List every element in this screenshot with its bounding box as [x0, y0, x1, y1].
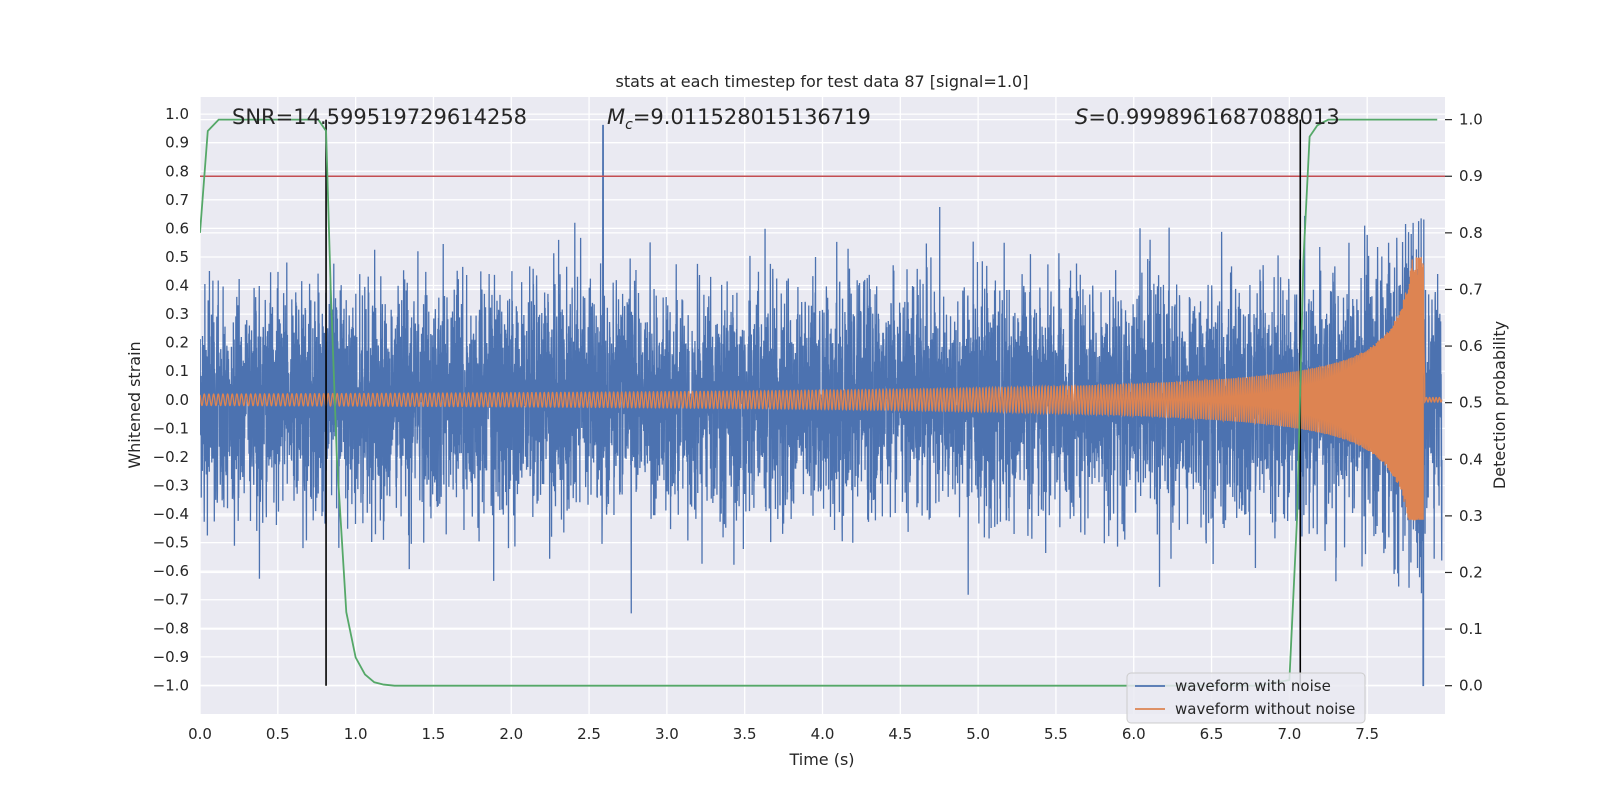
legend-box — [1126, 672, 1366, 724]
x-tick-label: 4.0 — [811, 725, 835, 743]
series-waveform-with-noise — [200, 124, 1443, 687]
x-tick-label: 0.5 — [266, 725, 290, 743]
y-tick-label: 0.0 — [165, 391, 189, 409]
y-tick-label: −0.9 — [153, 648, 189, 666]
y-axis-label: Whitened strain — [125, 341, 144, 468]
x-axis-ticks: 0.0 0.5 1.0 1.5 2.0 2.5 3.0 3.5 4.0 4.5 5.0 5.5 6.0 6… — [188, 725, 1379, 743]
y-tick-label: −0.2 — [153, 448, 189, 466]
y-tick-label: 0.6 — [165, 219, 189, 237]
y-tick-label: 0.4 — [165, 277, 189, 295]
x-axis-label: Time (s) — [788, 750, 854, 769]
y2-tick-label: 0.3 — [1459, 507, 1483, 525]
legend-label-noise: waveform with noise — [1175, 677, 1331, 695]
y-tick-label: 0.9 — [165, 134, 189, 152]
y-axis-ticks: 1.0 0.9 0.8 0.7 0.6 0.5 0.4 0.3 0.2 0.1 0.0 −0.1 −0.… — [153, 105, 189, 694]
y2-axis-ticks: 1.0 0.9 0.8 0.7 0.6 0.5 0.4 0.3 0.2 0.1 0.0 — [1445, 111, 1483, 695]
y2-tick-label: 0.4 — [1459, 450, 1483, 468]
y-tick-label: −0.5 — [153, 534, 189, 552]
y2-tick-label: 1.0 — [1459, 111, 1483, 129]
y-tick-label: −0.7 — [153, 591, 189, 609]
y2-tick-label: 0.9 — [1459, 167, 1483, 185]
series-waveform-without-noise — [200, 256, 1443, 521]
x-tick-label: 7.5 — [1355, 725, 1379, 743]
y2-tick-label: 0.0 — [1459, 677, 1483, 695]
x-tick-label: 1.0 — [344, 725, 368, 743]
y2-tick-label: 0.6 — [1459, 337, 1483, 355]
legend: waveform with noise waveform without noi… — [1126, 672, 1366, 724]
x-tick-label: 1.5 — [422, 725, 446, 743]
y-tick-label: 0.5 — [165, 248, 189, 266]
y-tick-label: −0.3 — [153, 476, 189, 494]
y2-axis-label: Detection probability — [1490, 321, 1509, 489]
y2-tick-label: 0.5 — [1459, 394, 1483, 412]
y-tick-label: −0.1 — [153, 419, 189, 437]
score-annotation: S=0.9998961687088013 — [1075, 105, 1340, 129]
legend-label-clean: waveform without noise — [1175, 700, 1355, 718]
x-tick-label: 0.0 — [188, 725, 212, 743]
y2-tick-label: 0.7 — [1459, 280, 1483, 298]
y-tick-label: 0.3 — [165, 305, 189, 323]
y-tick-label: 0.1 — [165, 362, 189, 380]
y-tick-label: −0.4 — [153, 505, 189, 523]
x-tick-label: 6.0 — [1122, 725, 1146, 743]
chirp-mass-symbol: M — [607, 105, 625, 129]
plot-area — [200, 118, 1445, 687]
y-tick-label: −0.6 — [153, 562, 189, 580]
x-tick-label: 4.5 — [888, 725, 912, 743]
y2-tick-label: 0.2 — [1459, 563, 1483, 581]
x-tick-label: 6.5 — [1200, 725, 1224, 743]
y2-tick-label: 0.8 — [1459, 224, 1483, 242]
y2-tick-label: 0.1 — [1459, 620, 1483, 638]
chirp-mass-annotation: Mc=9.011528015136719 — [607, 105, 871, 133]
y-tick-label: 0.2 — [165, 334, 189, 352]
score-symbol: S — [1075, 105, 1088, 129]
x-tick-label: 7.0 — [1277, 725, 1301, 743]
snr-annotation: SNR=14.599519729614258 — [232, 105, 527, 129]
x-tick-label: 5.5 — [1044, 725, 1068, 743]
series-detection-probability — [200, 118, 1438, 687]
chirp-mass-value: =9.011528015136719 — [633, 105, 871, 129]
score-value: =0.9998961687088013 — [1088, 105, 1339, 129]
chart-title: stats at each timestep for test data 87 … — [616, 72, 1029, 91]
x-tick-label: 5.0 — [966, 725, 990, 743]
y-tick-label: −0.8 — [153, 619, 189, 637]
y-tick-label: 0.8 — [165, 162, 189, 180]
y-tick-label: −1.0 — [153, 676, 189, 694]
x-tick-label: 3.5 — [733, 725, 757, 743]
x-tick-label: 2.0 — [499, 725, 523, 743]
y-tick-label: 0.7 — [165, 191, 189, 209]
chirp-mass-subscript: c — [625, 117, 633, 133]
x-tick-label: 2.5 — [577, 725, 601, 743]
y-tick-label: 1.0 — [165, 105, 189, 123]
x-tick-label: 3.0 — [655, 725, 679, 743]
